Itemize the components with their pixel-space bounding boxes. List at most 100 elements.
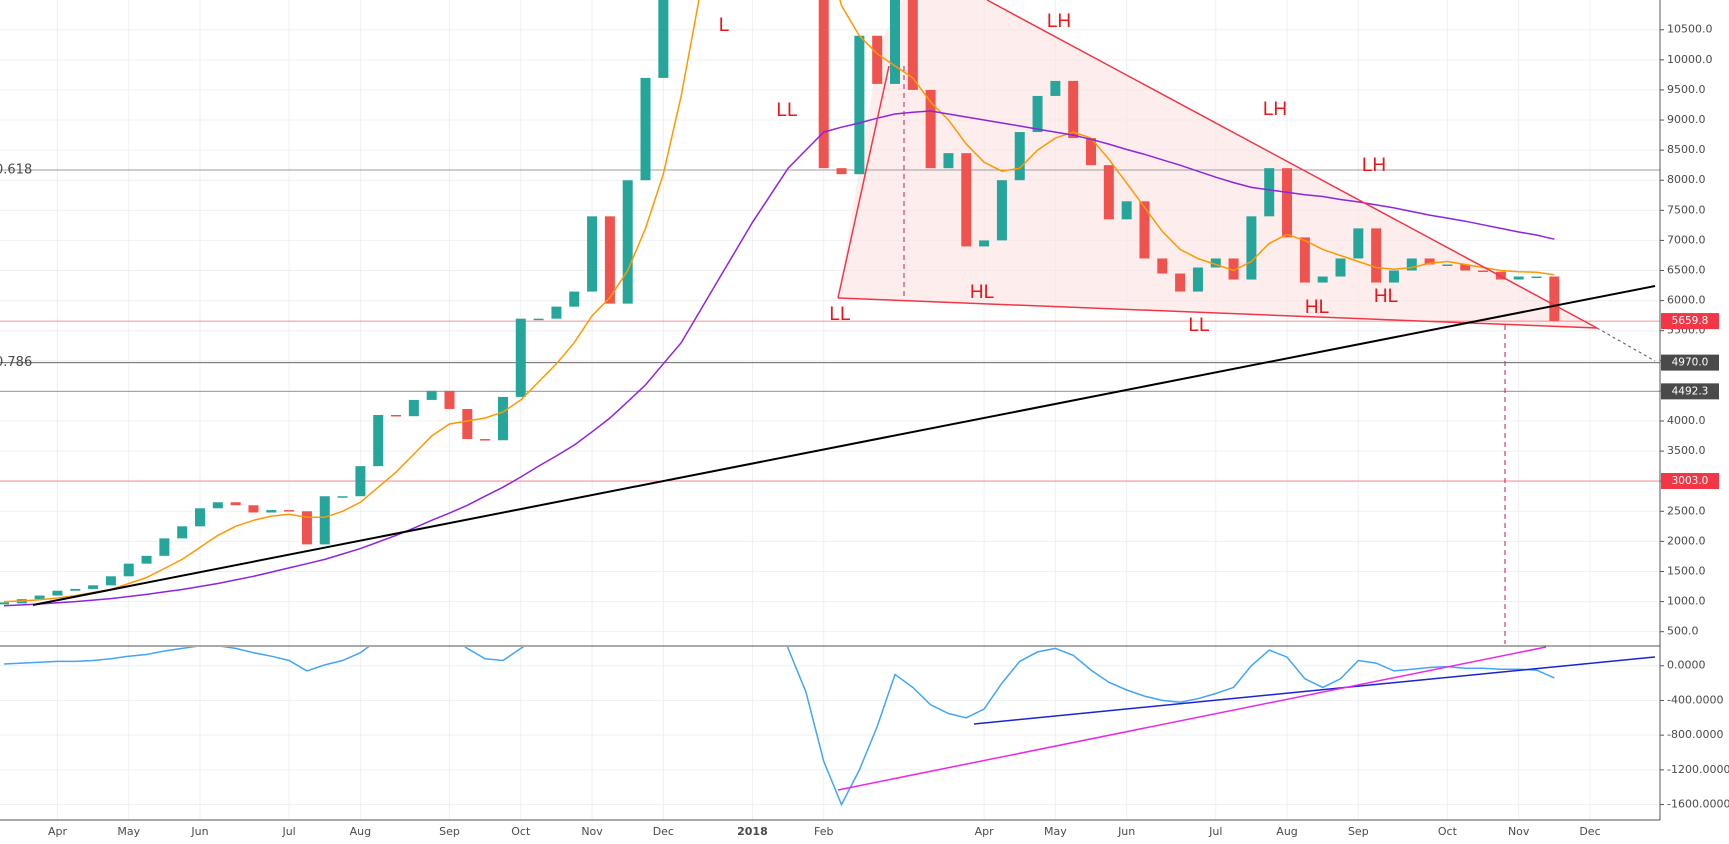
trendline: [32, 285, 1656, 606]
candle: [301, 511, 312, 545]
candle: [604, 216, 615, 304]
candle: [1549, 276, 1560, 322]
trendline-extension: [1596, 327, 1656, 362]
candle: [444, 390, 455, 409]
candle: [248, 505, 259, 513]
x-tick-label: Dec: [1579, 825, 1600, 838]
candle: [1424, 258, 1435, 265]
pattern-annotation: L: [719, 15, 730, 36]
x-tick-label: Sep: [439, 825, 460, 838]
candle: [1442, 264, 1453, 266]
price-tag-label: 3003.0: [1672, 475, 1709, 487]
x-tick-label: Apr: [975, 825, 995, 838]
candle: [1531, 276, 1542, 279]
y-tick-label: 0.0000: [1667, 659, 1706, 672]
candle: [1335, 258, 1346, 277]
candle: [961, 153, 972, 247]
y-tick-label: 6000.0: [1667, 294, 1706, 307]
candle: [1282, 168, 1293, 238]
candle: [1371, 228, 1382, 283]
y-tick-label: -1200.0000: [1667, 763, 1729, 776]
x-tick-label: Aug: [350, 825, 371, 838]
price-tag: [1661, 354, 1719, 371]
pattern-annotation: HL: [1305, 297, 1329, 318]
candle: [1246, 216, 1257, 280]
candle: [979, 240, 990, 247]
x-tick-label: 2018: [737, 825, 768, 838]
candle: [569, 291, 580, 307]
y-tick-label: 2500.0: [1667, 504, 1706, 517]
candle: [266, 510, 277, 513]
candle: [1192, 267, 1203, 292]
candle: [319, 496, 330, 545]
candle: [551, 306, 562, 319]
y-tick-label: 10000.0: [1667, 53, 1713, 66]
candle: [854, 35, 865, 175]
candle: [1210, 258, 1221, 268]
trendlines: [32, 0, 1656, 791]
labels: Apr May Jun Jul Aug Sep Oct Nov Dec 2018 Feb Apr May…: [0, 11, 1729, 838]
x-tick-label: Aug: [1276, 825, 1297, 838]
candle: [462, 408, 473, 440]
candle: [1103, 165, 1114, 220]
macd-trendline: [837, 646, 1547, 791]
candle: [1139, 201, 1150, 259]
x-tick-label: Sep: [1348, 825, 1369, 838]
candle: [872, 35, 883, 84]
fib-label: 0.786: [0, 355, 32, 370]
macd-trendline: [973, 656, 1656, 725]
candle: [1299, 237, 1310, 283]
pattern-annotation: LL: [776, 100, 797, 121]
candle: [587, 216, 598, 292]
candle: [1388, 270, 1399, 283]
candle: [1353, 228, 1364, 259]
candle: [105, 576, 116, 586]
price-tag-label: 4492.3: [1672, 385, 1709, 397]
y-tick-label: 2000.0: [1667, 534, 1706, 547]
pattern-annotation: LH: [1263, 99, 1287, 120]
price-tag-label: 4970.0: [1672, 357, 1709, 369]
x-tick-label: May: [1044, 825, 1067, 838]
price-tag: [1661, 473, 1719, 490]
x-tick-label: Nov: [1508, 825, 1530, 838]
candle: [1513, 276, 1524, 280]
grid: [0, 0, 1660, 820]
y-tick-label: 10500.0: [1667, 23, 1713, 36]
candle: [284, 510, 295, 512]
candle: [996, 180, 1007, 241]
pattern-annotation: HL: [1374, 286, 1398, 307]
candle: [1406, 258, 1417, 271]
pattern-annotation: LH: [1362, 155, 1386, 176]
candle: [123, 563, 134, 577]
trendline: [837, 65, 890, 299]
price-tag-label: 5659.8: [1672, 315, 1709, 327]
pattern-shading: [838, 0, 1597, 328]
y-tick-label: 3500.0: [1667, 444, 1706, 457]
candle: [141, 555, 152, 564]
candle: [1264, 168, 1275, 217]
pattern-annotation: LL: [829, 304, 850, 325]
candle: [515, 318, 526, 397]
candle: [890, 0, 900, 84]
candle: [212, 502, 223, 509]
y-tick-label: 7000.0: [1667, 233, 1706, 246]
x-tick-label: Jun: [190, 825, 208, 838]
candle: [195, 508, 206, 527]
candle: [159, 538, 170, 556]
candle: [373, 414, 384, 467]
candle: [1050, 80, 1061, 96]
candle: [640, 77, 651, 181]
series-line: [3, 110, 1555, 607]
x-tick-label: Nov: [581, 825, 603, 838]
candle: [34, 595, 45, 600]
candle: [1032, 95, 1043, 133]
candle: [0, 602, 9, 605]
candle: [177, 526, 188, 539]
y-tick-label: -400.0000: [1667, 693, 1723, 706]
trendline: [986, 0, 1598, 329]
y-tick-label: 7500.0: [1667, 203, 1706, 216]
candle: [818, 0, 829, 169]
y-tick-label: 6500.0: [1667, 264, 1706, 277]
